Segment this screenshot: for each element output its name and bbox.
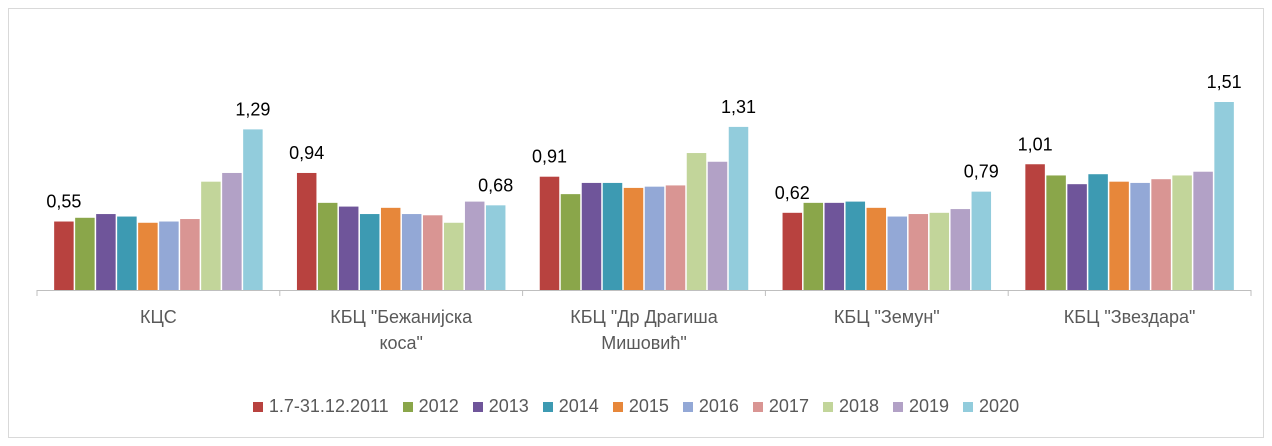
- data-label: 0,55: [46, 192, 81, 212]
- legend: 1.7-31.12.2011 2012 2013 2014 2015 2016 2017 20…: [0, 396, 1272, 417]
- legend-label: 2020: [979, 396, 1020, 416]
- bar: [1172, 175, 1192, 290]
- bar: [950, 209, 971, 290]
- legend-item: 1.7-31.12.2011: [252, 396, 389, 417]
- bar: [159, 221, 179, 290]
- bar: [707, 161, 728, 290]
- legend-label: 2015: [628, 396, 669, 416]
- data-label: 0,91: [532, 147, 567, 167]
- bar: [1067, 184, 1087, 290]
- data-label: 1,51: [1207, 72, 1242, 92]
- bar: [782, 212, 803, 290]
- bar: [422, 215, 443, 290]
- bar: [1025, 164, 1045, 290]
- legend-swatch: [963, 401, 974, 412]
- data-label: 0,79: [964, 162, 999, 182]
- bar: [317, 202, 338, 290]
- x-tick-label: КБЦ "Бежанијска коса": [330, 307, 473, 353]
- bar: [644, 186, 665, 290]
- legend-item: 2019: [893, 396, 949, 417]
- bar: [96, 214, 116, 290]
- legend-item: 2020: [963, 396, 1019, 417]
- bar: [866, 207, 887, 290]
- data-label: 0,68: [478, 175, 513, 195]
- legend-item: 2017: [752, 396, 809, 417]
- bar: [686, 153, 707, 290]
- data-label: 1,01: [1018, 134, 1053, 154]
- bar: [359, 214, 380, 290]
- legend-swatch: [612, 401, 623, 412]
- legend-label: 2013: [488, 396, 529, 416]
- legend-swatch: [752, 401, 763, 412]
- bar: [1193, 171, 1213, 290]
- bar: [971, 191, 992, 290]
- bar: [338, 206, 359, 290]
- bar: [908, 214, 929, 290]
- bar: [117, 216, 137, 290]
- legend-swatch: [822, 401, 833, 412]
- legend-item: 2016: [682, 396, 739, 417]
- legend-swatch: [682, 401, 693, 412]
- legend-label: 1.7-31.12.2011: [268, 396, 389, 416]
- x-tick-label: КЦС: [139, 307, 177, 327]
- bar: [728, 126, 749, 290]
- bar: [380, 207, 401, 290]
- legend-label: 2019: [909, 396, 950, 416]
- data-label: 0,94: [289, 143, 324, 163]
- bar: [401, 214, 422, 290]
- bar: [1151, 179, 1171, 290]
- bar: [201, 181, 221, 290]
- legend-swatch: [252, 401, 263, 412]
- bar: [296, 172, 317, 290]
- bar: [180, 219, 200, 290]
- bar: [1088, 174, 1108, 290]
- legend-label: 2012: [418, 396, 459, 416]
- bar: [665, 185, 686, 290]
- legend-label: 2016: [698, 396, 739, 416]
- bar: [560, 194, 581, 290]
- legend-label: 2017: [768, 396, 809, 416]
- data-label: 0,62: [775, 183, 810, 203]
- legend-item: 2015: [612, 396, 669, 417]
- bar: [1214, 102, 1234, 290]
- bar: [54, 221, 74, 290]
- bar: [243, 129, 263, 290]
- bar: [929, 212, 950, 290]
- bar: [1046, 175, 1066, 290]
- bar: [581, 182, 602, 290]
- bar: [887, 216, 908, 290]
- bar: [803, 202, 824, 290]
- bar: [1109, 181, 1129, 290]
- legend-swatch: [472, 401, 483, 412]
- legend-item: 2018: [822, 396, 879, 417]
- bar: [623, 187, 644, 290]
- bar: [222, 172, 242, 290]
- bar: [602, 182, 623, 290]
- legend-item: 2013: [472, 396, 529, 417]
- bar: [75, 217, 95, 290]
- data-label: 1,29: [235, 99, 270, 119]
- legend-item: 2014: [542, 396, 599, 417]
- bar: [138, 222, 158, 290]
- legend-swatch: [402, 401, 413, 412]
- bar: [443, 222, 464, 290]
- bar: [845, 201, 866, 290]
- legend-swatch: [893, 401, 903, 412]
- legend-label: 2018: [838, 396, 879, 416]
- bar: [1130, 182, 1150, 290]
- bar: [485, 205, 506, 290]
- x-tick-label: КБЦ "Др Драгиша Мишовић": [570, 307, 718, 353]
- legend-swatch: [542, 401, 553, 412]
- x-tick-label: КБЦ "Звездара": [1063, 307, 1196, 327]
- bar: [464, 201, 485, 290]
- legend-item: 2012: [402, 396, 459, 417]
- bar: [539, 176, 560, 290]
- data-label: 1,31: [721, 97, 756, 117]
- legend-label: 2014: [558, 396, 599, 416]
- x-tick-label: КБЦ "Земун": [833, 307, 940, 327]
- bar: [824, 202, 845, 290]
